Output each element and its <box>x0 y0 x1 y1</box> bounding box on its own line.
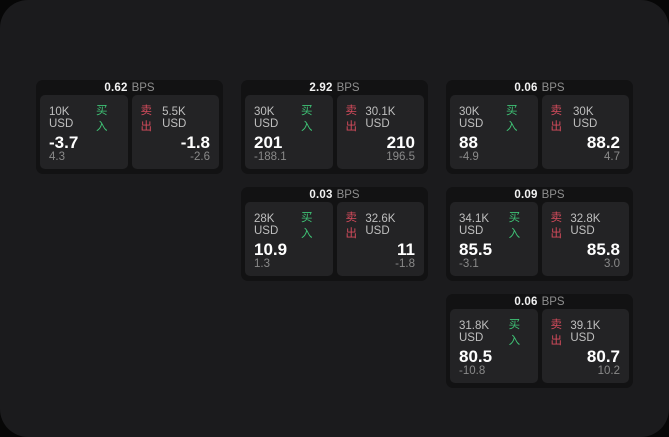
sell-price: 11 <box>397 240 415 259</box>
quote-card-2: 2.92 BPS 30K USD 买入 201 -188.1 卖出 30.1K … <box>241 80 428 174</box>
sell-size: 32.6K USD <box>365 213 396 237</box>
card-header: 0.06 BPS <box>450 294 629 309</box>
card-body: 30K USD 买入 88 -4.9 卖出 30K USD 88.2 4.7 <box>450 95 629 169</box>
buy-delta: 1.3 <box>254 258 270 270</box>
sell-delta: -1.8 <box>395 258 415 270</box>
buy-size: 10K USD <box>49 106 74 130</box>
sell-size: 5.5K USD <box>162 106 187 130</box>
buy-tile[interactable]: 30K USD 买入 201 -188.1 <box>245 95 333 169</box>
sell-size: 32.8K USD <box>570 213 601 237</box>
buy-price: 85.5 <box>459 240 493 259</box>
buy-tile[interactable]: 28K USD 买入 10.9 1.3 <box>245 202 333 276</box>
sell-price: 85.8 <box>586 240 620 259</box>
sell-size: 39.1K USD <box>570 320 601 344</box>
card-body: 30K USD 买入 201 -188.1 卖出 30.1K USD 210 1… <box>245 95 424 169</box>
card-body: 34.1K USD 买入 85.5 -3.1 卖出 32.8K USD 85.8… <box>450 202 629 276</box>
sell-delta: 4.7 <box>604 151 620 163</box>
sell-side-badge: 卖出 <box>140 105 153 133</box>
bps-value: 2.92 <box>309 81 333 94</box>
buy-price: 201 <box>254 133 283 152</box>
buy-delta: 4.3 <box>49 151 65 163</box>
bps-unit-label: BPS <box>336 81 360 94</box>
buy-price: -3.7 <box>49 133 79 152</box>
buy-tile[interactable]: 31.8K USD 买入 80.5 -10.8 <box>450 309 538 383</box>
sell-side-badge: 卖出 <box>345 105 358 133</box>
card-body: 28K USD 买入 10.9 1.3 卖出 32.6K USD 11 -1.8 <box>245 202 424 276</box>
sell-price: 88.2 <box>586 133 620 152</box>
bps-value: 0.09 <box>514 188 538 201</box>
bps-unit-label: BPS <box>541 81 565 94</box>
sell-size: 30K USD <box>573 106 598 130</box>
buy-price: 80.5 <box>459 347 493 366</box>
bps-unit-label: BPS <box>131 81 155 94</box>
sell-side-badge: 卖出 <box>550 319 563 347</box>
quote-card-3: 0.06 BPS 30K USD 买入 88 -4.9 卖出 30K USD 8… <box>446 80 633 174</box>
buy-side-badge: 买入 <box>95 105 108 133</box>
sell-price: 210 <box>386 133 415 152</box>
sell-tile[interactable]: 卖出 32.6K USD 11 -1.8 <box>336 202 424 276</box>
buy-side-badge: 买入 <box>300 212 313 240</box>
quote-card-1: 0.62 BPS 10K USD 买入 -3.7 4.3 卖出 5.5K USD… <box>36 80 223 174</box>
buy-delta: -10.8 <box>459 365 486 377</box>
bps-value: 0.06 <box>514 295 538 308</box>
card-body: 31.8K USD 买入 80.5 -10.8 卖出 39.1K USD 80.… <box>450 309 629 383</box>
sell-side-badge: 卖出 <box>550 212 563 240</box>
sell-tile[interactable]: 卖出 5.5K USD -1.8 -2.6 <box>131 95 219 169</box>
bps-value: 0.03 <box>309 188 333 201</box>
buy-side-badge: 买入 <box>505 105 518 133</box>
sell-delta: -2.6 <box>190 151 210 163</box>
buy-price: 88 <box>459 133 478 152</box>
sell-tile[interactable]: 卖出 39.1K USD 80.7 10.2 <box>541 309 629 383</box>
sell-tile[interactable]: 卖出 30.1K USD 210 196.5 <box>336 95 424 169</box>
sell-delta: 3.0 <box>604 258 620 270</box>
sell-price: -1.8 <box>180 133 210 152</box>
bps-unit-label: BPS <box>541 295 565 308</box>
quote-card-4: 0.03 BPS 28K USD 买入 10.9 1.3 卖出 32.6K US… <box>241 187 428 281</box>
buy-size: 30K USD <box>254 106 279 130</box>
card-header: 0.09 BPS <box>450 187 629 202</box>
quote-card-5: 0.09 BPS 34.1K USD 买入 85.5 -3.1 卖出 32.8K… <box>446 187 633 281</box>
sell-side-badge: 卖出 <box>345 212 358 240</box>
buy-tile[interactable]: 30K USD 买入 88 -4.9 <box>450 95 538 169</box>
sell-tile[interactable]: 卖出 32.8K USD 85.8 3.0 <box>541 202 629 276</box>
card-header: 0.06 BPS <box>450 80 629 95</box>
buy-size: 34.1K USD <box>459 213 490 237</box>
bps-value: 0.62 <box>104 81 128 94</box>
sell-size: 30.1K USD <box>365 106 396 130</box>
sell-side-badge: 卖出 <box>550 105 563 133</box>
bps-unit-label: BPS <box>336 188 360 201</box>
buy-size: 30K USD <box>459 106 484 130</box>
card-header: 2.92 BPS <box>245 80 424 95</box>
buy-delta: -4.9 <box>459 151 479 163</box>
quote-card-6: 0.06 BPS 31.8K USD 买入 80.5 -10.8 卖出 39.1… <box>446 294 633 388</box>
card-header: 0.62 BPS <box>40 80 219 95</box>
buy-delta: -3.1 <box>459 258 479 270</box>
buy-side-badge: 买入 <box>508 319 521 347</box>
sell-price: 80.7 <box>586 347 620 366</box>
sell-delta: 10.2 <box>597 365 620 377</box>
sell-tile[interactable]: 卖出 30K USD 88.2 4.7 <box>541 95 629 169</box>
buy-delta: -188.1 <box>254 151 287 163</box>
buy-tile[interactable]: 10K USD 买入 -3.7 4.3 <box>40 95 128 169</box>
buy-side-badge: 买入 <box>300 105 313 133</box>
bps-value: 0.06 <box>514 81 538 94</box>
sell-delta: 196.5 <box>386 151 415 163</box>
buy-price: 10.9 <box>254 240 288 259</box>
card-body: 10K USD 买入 -3.7 4.3 卖出 5.5K USD -1.8 -2.… <box>40 95 219 169</box>
buy-size: 28K USD <box>254 213 279 237</box>
buy-tile[interactable]: 34.1K USD 买入 85.5 -3.1 <box>450 202 538 276</box>
bps-unit-label: BPS <box>541 188 565 201</box>
card-header: 0.03 BPS <box>245 187 424 202</box>
buy-side-badge: 买入 <box>508 212 521 240</box>
buy-size: 31.8K USD <box>459 320 490 344</box>
